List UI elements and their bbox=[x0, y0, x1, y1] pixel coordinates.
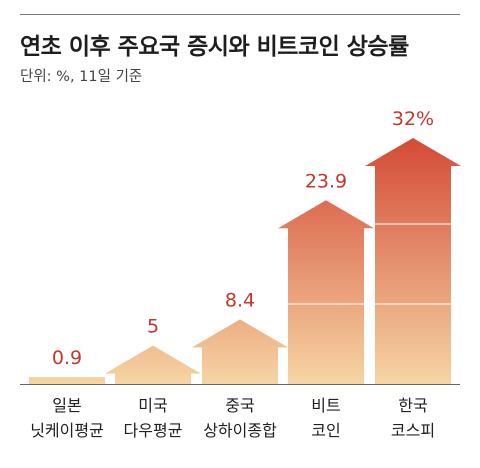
bar-arrow-3 bbox=[192, 319, 288, 384]
page-subtitle: 단위: %, 11일 기준 bbox=[20, 69, 143, 85]
category-label-line: 다우평균 bbox=[123, 421, 183, 440]
category-label-line: 코스피 bbox=[390, 421, 436, 440]
category-label-line: 일본 bbox=[52, 396, 82, 415]
value-label-2: 5 bbox=[147, 316, 159, 338]
bar-arrow-2 bbox=[105, 345, 201, 384]
value-label-3: 8.4 bbox=[225, 289, 255, 311]
value-label-4: 23.9 bbox=[305, 170, 347, 192]
category-label-line: 중국 bbox=[225, 396, 255, 415]
value-label-5: 32% bbox=[392, 108, 434, 130]
category-label-line: 상하이종합 bbox=[203, 421, 277, 440]
category-label-line: 한국 bbox=[398, 396, 428, 415]
value-label-1: 0.9 bbox=[52, 347, 82, 369]
category-label-line: 닛케이평균 bbox=[30, 421, 104, 440]
top-rule bbox=[20, 14, 460, 15]
category-label-line: 비트 bbox=[311, 396, 341, 415]
category-label-line: 미국 bbox=[138, 396, 168, 415]
bar-arrow-5 bbox=[365, 138, 461, 384]
bar-arrow-1 bbox=[29, 377, 105, 384]
page-title: 연초 이후 주요국 증시와 비트코인 상승률 bbox=[20, 34, 409, 60]
category-label-line: 코인 bbox=[311, 421, 341, 440]
bar-arrow-4 bbox=[278, 200, 374, 384]
